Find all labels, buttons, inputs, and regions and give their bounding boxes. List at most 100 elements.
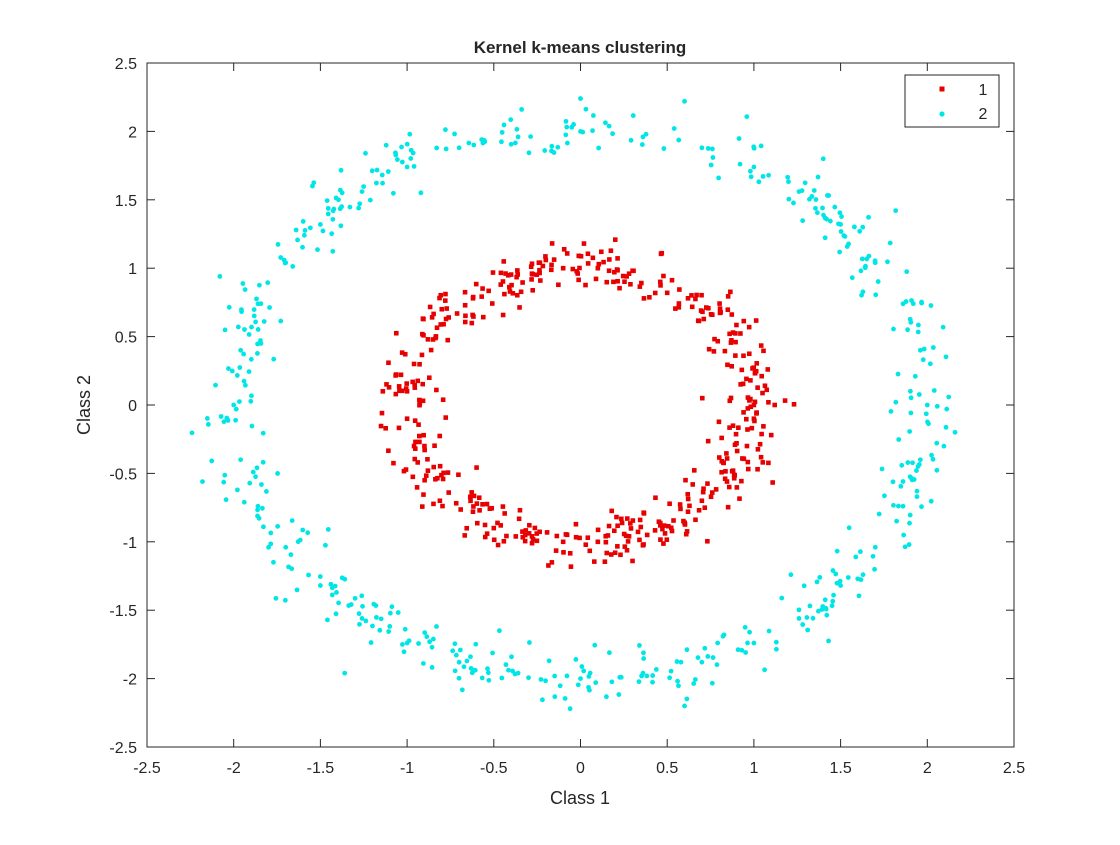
scatter-point-series-1-fill [534, 538, 540, 544]
scatter-point-series-1-fill [454, 311, 460, 316]
scatter-point-series-1-fill [462, 533, 468, 538]
scatter-point-series-2-fill [374, 180, 379, 186]
scatter-point-series-1-fill [534, 531, 540, 536]
scatter-point-series-1-fill [719, 469, 724, 475]
scatter-point-series-2-fill [860, 289, 866, 295]
scatter-point-series-1-fill [683, 477, 688, 483]
scatter-point-series-1-fill [673, 306, 678, 311]
scatter-point-series-2-fill [910, 301, 916, 307]
scatter-point-series-2-fill [748, 174, 754, 180]
scatter-point-series-1-fill [596, 261, 602, 267]
scatter-point-series-1-fill [480, 286, 485, 291]
scatter-point-series-2-fill [887, 240, 893, 246]
scatter-point-series-2-fill [501, 122, 507, 128]
scatter-point-series-2-fill [249, 423, 255, 429]
scatter-point-series-1 [626, 534, 632, 539]
scatter-point-series-2-fill [821, 212, 826, 218]
scatter-point-series-2-fill [581, 668, 587, 674]
scatter-point-series-2-fill [315, 247, 320, 253]
scatter-point-series-2-fill [735, 647, 741, 653]
scatter-point-series-1-fill [754, 361, 760, 366]
scatter-point-series-2-fill [527, 640, 532, 645]
scatter-point-series-2-fill [329, 592, 335, 598]
scatter-point-series-1-fill [603, 539, 609, 545]
scatter-point-series-2 [255, 301, 261, 307]
scatter-point-series-2-fill [644, 673, 650, 679]
scatter-point-series-1 [657, 279, 663, 285]
scatter-point-series-1 [730, 468, 736, 473]
scatter-point-series-1 [772, 402, 778, 408]
scatter-point-series-1-fill [733, 339, 738, 345]
scatter-point-series-1-fill [696, 318, 702, 324]
scatter-point-series-1 [664, 290, 670, 296]
scatter-point-series-1-fill [502, 511, 507, 516]
scatter-point-series-1-fill [515, 272, 521, 277]
scatter-point-series-1-fill [412, 446, 418, 451]
scatter-point-series-2-fill [377, 627, 383, 633]
scatter-point-series-2 [578, 676, 583, 681]
y-tick-label: -1.5 [109, 603, 137, 620]
scatter-point-series-1-fill [509, 282, 514, 288]
scatter-point-series-2-fill [434, 145, 440, 151]
scatter-point-series-2-fill [422, 630, 428, 636]
scatter-point-series-1 [498, 282, 504, 287]
scatter-point-series-1 [630, 558, 635, 564]
scatter-point-series-2-fill [676, 137, 682, 143]
scatter-point-series-2-fill [916, 322, 921, 328]
scatter-point-series-1-fill [520, 529, 525, 534]
scatter-point-series-1-fill [577, 535, 582, 541]
scatter-point-series-2-fill [914, 468, 919, 473]
legend-label-series-1: 1 [979, 82, 988, 99]
scatter-point-series-1-fill [622, 279, 627, 284]
scatter-point-series-2-fill [538, 677, 544, 682]
scatter-point-series-2-fill [404, 141, 410, 147]
scatter-point-series-2-fill [899, 462, 905, 468]
chart-title: Kernel k-means clustering [474, 38, 687, 57]
scatter-point-series-1-fill [546, 563, 551, 568]
scatter-point-series-1-fill [480, 314, 486, 320]
scatter-point-series-2-fill [251, 307, 257, 312]
scatter-point-series-2-fill [408, 147, 414, 153]
scatter-point-series-2-fill [293, 227, 299, 233]
scatter-point-series-2 [515, 134, 521, 140]
scatter-point-series-2 [924, 402, 930, 408]
scatter-point-series-2-fill [253, 319, 258, 325]
scatter-point-series-1 [685, 295, 691, 301]
scatter-point-series-1-fill [611, 528, 617, 534]
scatter-point-series-1-fill [696, 507, 702, 513]
scatter-point-series-2-fill [675, 678, 680, 684]
scatter-point-series-2-fill [260, 459, 266, 465]
scatter-point-series-1-fill [489, 301, 495, 306]
legend-marker-series-2 [939, 111, 945, 117]
scatter-point-series-1-fill [677, 287, 682, 292]
scatter-point-series-1-fill [514, 274, 519, 280]
scatter-point-series-1-fill [420, 398, 426, 404]
scatter-point-series-2-fill [259, 505, 265, 511]
scatter-point-series-1-fill [568, 564, 574, 569]
scatter-point-series-1-fill [412, 456, 418, 462]
scatter-point-series-1 [768, 432, 774, 438]
scatter-point-series-2-fill [250, 469, 256, 475]
scatter-point-series-2-fill [222, 327, 228, 333]
scatter-point-series-1-fill [439, 472, 444, 478]
scatter-point-series-2-fill [930, 345, 936, 350]
scatter-point-series-1 [626, 271, 632, 276]
scatter-point-series-2-fill [399, 144, 404, 150]
scatter-point-series-2-fill [373, 615, 379, 620]
scatter-point-series-2-fill [378, 616, 384, 622]
scatter-point-series-1-fill [725, 294, 731, 299]
y-tick-label: -2.5 [109, 740, 137, 757]
scatter-point-series-1-fill [644, 532, 650, 538]
scatter-point-series-1-fill [701, 316, 707, 322]
y-axis: -2.5 -2 -1.5 -1 -0.5 0 0.5 1 1.5 2 2.5 [109, 56, 1014, 757]
scatter-point-series-2-fill [766, 172, 771, 178]
scatter-point-series-2-fill [604, 694, 609, 700]
scatter-point-series-2 [796, 189, 802, 194]
scatter-point-series-1-fill [638, 524, 644, 530]
scatter-point-series-2 [456, 659, 462, 665]
scatter-point-series-2-fill [213, 382, 218, 388]
scatter-point-series-2-fill [248, 398, 254, 404]
scatter-point-series-1-fill [419, 352, 425, 358]
scatter-point-series-2-fill [248, 356, 254, 362]
